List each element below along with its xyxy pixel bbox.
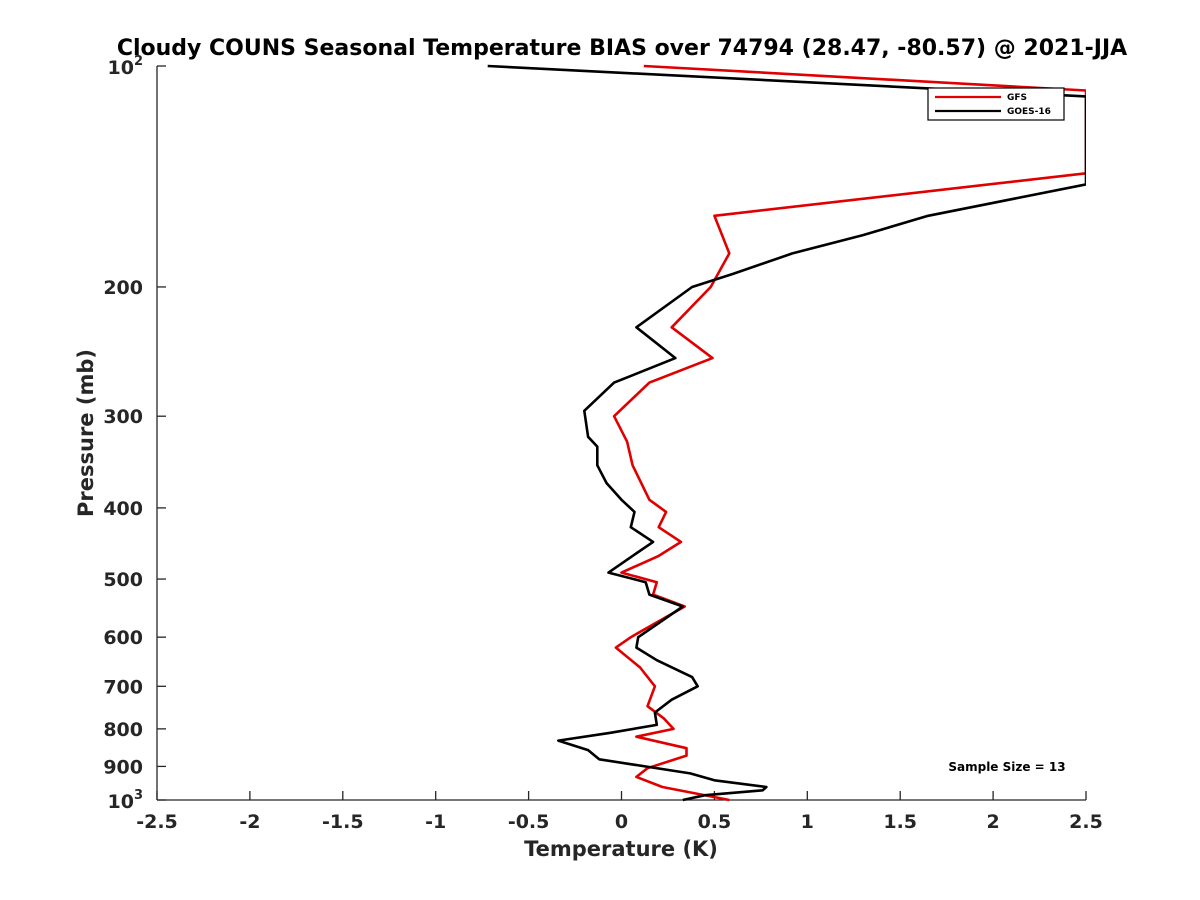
x-axis-label: Temperature (K): [524, 837, 718, 861]
y-tick-label: 900: [103, 756, 143, 778]
y-tick-label: 800: [103, 719, 143, 741]
series-line-gfs: [612, 64, 1086, 802]
x-tick-label: 2: [986, 811, 999, 833]
legend-box: [927, 87, 1065, 121]
x-tick-label: -2: [239, 811, 260, 833]
y-axis-label: Pressure (mb): [74, 349, 98, 517]
y-tick-label: 400: [103, 498, 143, 520]
x-tick-label: 0.5: [698, 811, 732, 833]
sample-size-annotation: Sample Size = 13: [948, 760, 1065, 774]
legend-label-goes-16: GOES-16: [1007, 107, 1051, 117]
x-tick-label: 1.5: [883, 811, 917, 833]
y-tick-label: 700: [103, 676, 143, 698]
x-tick-label: -1.5: [322, 811, 364, 833]
x-tick-label: -1: [425, 811, 446, 833]
y-tick-label: 300: [103, 406, 143, 428]
series-line-goes-16: [487, 64, 1086, 802]
x-tick-label: -2.5: [136, 811, 178, 833]
y-bottom-tick-label: 103: [108, 788, 144, 813]
legend-label-gfs: GFS: [1007, 93, 1027, 103]
x-tick-label: -0.5: [508, 811, 550, 833]
legend: GFS GOES-16: [927, 87, 1065, 121]
axis-ticks: -2.5 -2 -1.5 -1 -0.5 0 0.5 1 1.5 2 2.5 200 300 400 500…: [103, 65, 1103, 833]
x-tick-label: 0: [615, 811, 628, 833]
plot-area: -2.5 -2 -1.5 -1 -0.5 0 0.5 1 1.5 2 2.5 200 300 400 500…: [103, 64, 1103, 833]
y-tick-label: 200: [103, 277, 143, 299]
x-tick-label: 1: [801, 811, 814, 833]
chart-title: Cloudy COUNS Seasonal Temperature BIAS o…: [117, 36, 1127, 61]
series-layer: [487, 64, 1086, 802]
y-tick-label: 600: [103, 627, 143, 649]
y-top-tick-label: 102: [108, 54, 144, 79]
x-tick-label: 2.5: [1069, 811, 1103, 833]
y-tick-label: 500: [103, 569, 143, 591]
